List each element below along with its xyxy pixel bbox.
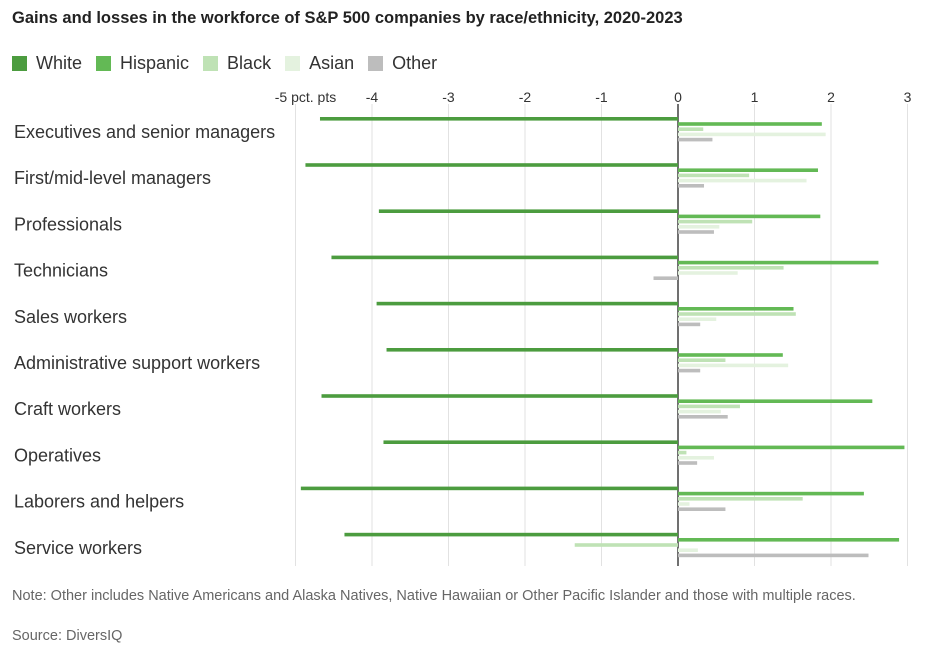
legend-item-black: Black [203, 53, 271, 74]
bar-asian-service-workers [678, 548, 698, 552]
bar-hispanic-administrative-support-workers [678, 353, 783, 357]
category-label-laborers-and-helpers: Laborers and helpers [14, 492, 184, 512]
legend-item-other: Other [368, 53, 437, 74]
bar-white-executives-and-senior-managers [319, 117, 678, 121]
bar-hispanic-service-workers [678, 538, 900, 542]
bar-black-administrative-support-workers [678, 358, 726, 362]
category-label-first-mid-level-managers: First/mid-level managers [14, 168, 211, 188]
bar-white-service-workers [344, 532, 678, 537]
bar-other-craft-workers [678, 415, 728, 419]
bar-white-first-mid-level-managers [305, 163, 678, 167]
category-label-technicians: Technicians [14, 261, 108, 281]
bar-white-operatives [383, 440, 678, 444]
category-label-professionals: Professionals [14, 214, 122, 234]
bar-white-technicians [331, 255, 678, 260]
bar-white-professionals [378, 209, 678, 213]
bar-black-technicians [678, 266, 784, 270]
x-tick-label: -1 [595, 89, 608, 105]
bar-other-first-mid-level-managers [678, 184, 705, 188]
bar-other-administrative-support-workers [678, 368, 701, 373]
legend-label-asian: Asian [309, 53, 355, 73]
bar-other-executives-and-senior-managers [678, 137, 713, 142]
bar-white-administrative-support-workers [386, 348, 678, 352]
bar-white-laborers-and-helpers [300, 486, 678, 491]
bar-hispanic-first-mid-level-managers [678, 168, 818, 172]
bar-other-operatives [678, 461, 698, 465]
bar-other-sales-workers [678, 322, 701, 327]
legend-label-hispanic: Hispanic [120, 53, 190, 73]
bar-hispanic-craft-workers [678, 399, 873, 403]
x-tick-label: 3 [904, 89, 912, 105]
bar-other-technicians [653, 276, 678, 280]
legend-swatch-white [12, 56, 27, 71]
bar-asian-administrative-support-workers [678, 363, 789, 368]
bar-white-sales-workers [376, 301, 678, 306]
legend-label-other: Other [392, 53, 438, 73]
legend-swatch-asian [285, 56, 301, 71]
bar-hispanic-executives-and-senior-managers [678, 122, 822, 126]
bar-asian-sales-workers [678, 317, 717, 321]
legend-item-white: White [12, 53, 82, 74]
category-label-craft-workers: Craft workers [14, 399, 121, 419]
x-tick-label: -3 [442, 89, 455, 105]
x-tick-label: -2 [519, 89, 532, 105]
x-tick-label: 0 [674, 89, 682, 105]
legend-item-asian: Asian [285, 53, 354, 74]
legend-label-black: Black [227, 53, 272, 73]
bar-asian-first-mid-level-managers [678, 178, 807, 183]
bar-black-operatives [678, 450, 687, 455]
bar-hispanic-technicians [678, 260, 879, 265]
bar-asian-technicians [678, 271, 738, 275]
category-label-sales-workers: Sales workers [14, 307, 127, 327]
bar-black-first-mid-level-managers [678, 173, 750, 178]
bar-white-craft-workers [321, 394, 678, 398]
bar-hispanic-sales-workers [678, 307, 794, 311]
bar-asian-laborers-and-helpers [678, 502, 690, 506]
bar-black-service-workers [574, 543, 678, 547]
legend-swatch-other [368, 56, 384, 71]
chart-source: Source: DiversIQ [12, 628, 123, 644]
legend-label-white: White [36, 53, 83, 73]
bar-black-sales-workers [678, 312, 796, 316]
x-tick-label: -4 [366, 89, 379, 105]
bar-other-professionals [678, 230, 714, 234]
chart-title: Gains and losses in the workforce of S&P… [12, 9, 683, 27]
bar-black-laborers-and-helpers [678, 497, 803, 501]
bar-hispanic-professionals [678, 214, 821, 219]
chart-plot: -5 pct. pts -4 -3 -2 -1 0 1 2 3 Executives and se… [14, 89, 912, 566]
x-tick-label: -5 pct. pts [275, 89, 336, 105]
bar-asian-craft-workers [678, 409, 721, 414]
category-label-service-workers: Service workers [14, 538, 142, 558]
bar-other-laborers-and-helpers [678, 507, 726, 511]
bar-asian-professionals [678, 225, 720, 229]
bar-black-professionals [678, 219, 753, 224]
bar-hispanic-laborers-and-helpers [678, 491, 864, 496]
legend-swatch-hispanic [96, 56, 112, 71]
bar-other-service-workers [678, 553, 869, 558]
category-label-administrative-support-workers: Administrative support workers [14, 353, 260, 373]
x-tick-label: 1 [751, 89, 759, 105]
legend-item-hispanic: Hispanic [96, 53, 189, 74]
bar-asian-operatives [678, 456, 714, 460]
bar-asian-executives-and-senior-managers [678, 132, 826, 137]
chart-note: Note: Other includes Native Americans an… [12, 588, 856, 604]
x-tick-label: 2 [827, 89, 835, 105]
legend-swatch-black [203, 56, 219, 71]
bar-black-executives-and-senior-managers [678, 127, 704, 131]
category-label-executives-and-senior-managers: Executives and senior managers [14, 122, 275, 142]
category-label-operatives: Operatives [14, 445, 101, 465]
legend: White Hispanic Black Asian Other [12, 53, 451, 74]
bar-hispanic-operatives [678, 445, 905, 450]
bar-black-craft-workers [678, 404, 740, 409]
